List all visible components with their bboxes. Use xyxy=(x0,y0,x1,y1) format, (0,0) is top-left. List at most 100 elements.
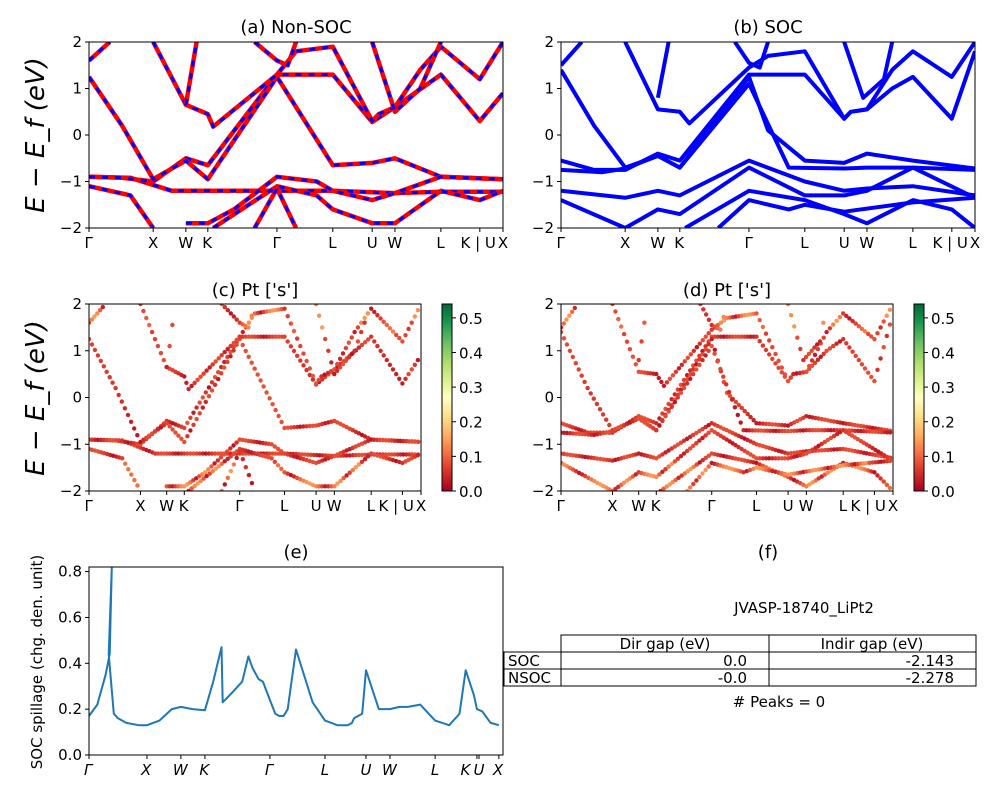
projection-point xyxy=(754,456,759,461)
projection-point xyxy=(561,325,564,330)
projection-point xyxy=(706,464,711,469)
projection-point xyxy=(803,354,809,360)
projection-point xyxy=(694,478,699,483)
projection-point xyxy=(225,456,230,461)
projection-point xyxy=(672,459,677,464)
projection-point xyxy=(721,374,726,379)
projection-point xyxy=(872,470,877,475)
projection-point xyxy=(412,314,417,319)
projection-point xyxy=(866,331,871,337)
projection-point xyxy=(636,357,641,363)
x-tick-label: X xyxy=(970,234,980,252)
table-header-dir-gap: Dir gap (eV) xyxy=(620,635,711,653)
colorbar-tick-label: 0.3 xyxy=(459,379,483,397)
x-tick-label: K xyxy=(199,761,210,779)
projection-point xyxy=(246,354,251,359)
projection-point xyxy=(748,414,753,420)
projection-point xyxy=(282,306,287,311)
projection-point xyxy=(706,430,711,435)
projection-point xyxy=(809,348,814,353)
projection-point xyxy=(285,314,290,319)
projection-point xyxy=(779,365,784,370)
projection-point xyxy=(604,417,609,422)
projection-point xyxy=(691,371,696,377)
projection-point xyxy=(195,377,200,382)
x-tick-label: K | U xyxy=(461,234,496,252)
projection-point xyxy=(182,425,187,431)
projection-point xyxy=(703,334,708,339)
projection-point xyxy=(607,487,612,491)
projection-point xyxy=(182,451,187,456)
projection-point xyxy=(718,320,724,325)
projection-point xyxy=(872,378,877,384)
x-tick-label: K xyxy=(179,497,190,515)
projection-point xyxy=(613,309,618,314)
band-line xyxy=(561,42,584,67)
x-tick-label: Γ xyxy=(84,761,94,779)
projection-point xyxy=(355,325,361,330)
projection-point xyxy=(812,352,818,357)
projection-point xyxy=(676,475,681,480)
projection-point xyxy=(222,459,227,464)
projection-point xyxy=(141,308,146,314)
projection-point xyxy=(684,448,690,454)
projection-point xyxy=(343,345,349,351)
projection-point xyxy=(372,309,377,315)
projection-point xyxy=(352,329,357,335)
x-tick-label: W xyxy=(327,497,342,515)
projection-point xyxy=(810,428,815,433)
projection-point xyxy=(210,362,215,367)
panel-d-marks xyxy=(561,304,893,491)
band-line xyxy=(211,183,503,228)
projection-point xyxy=(706,317,712,322)
projection-point xyxy=(246,320,252,325)
band-line-overlay xyxy=(89,42,111,62)
projection-point xyxy=(356,345,362,350)
projection-point xyxy=(365,454,371,459)
projection-point xyxy=(782,456,788,461)
projection-point xyxy=(89,336,92,342)
projection-point xyxy=(397,335,402,341)
y-tick-label: −2 xyxy=(532,219,554,237)
projection-point xyxy=(185,434,190,439)
projection-point xyxy=(138,304,143,307)
projection-point xyxy=(285,425,290,430)
y-tick-label: 2 xyxy=(72,295,82,313)
projection-point xyxy=(770,345,775,350)
projection-point xyxy=(697,362,702,367)
projection-point xyxy=(763,456,769,461)
projection-point xyxy=(624,339,630,344)
projection-point xyxy=(688,446,693,451)
projection-point xyxy=(243,465,248,470)
projection-point xyxy=(697,474,702,480)
projection-point xyxy=(670,373,676,378)
projection-point xyxy=(751,418,756,423)
projection-point xyxy=(767,338,772,343)
y-tick-label: 2 xyxy=(544,295,554,313)
projection-point xyxy=(844,313,849,319)
projection-point xyxy=(788,375,793,380)
projection-point xyxy=(212,451,218,456)
y-tick-label: 2 xyxy=(72,33,82,51)
projection-point xyxy=(100,304,106,310)
projection-point xyxy=(887,458,893,464)
x-tick-label: U xyxy=(474,761,485,779)
y-tick-label: −2 xyxy=(532,482,554,500)
projection-point xyxy=(669,461,674,467)
projection-point xyxy=(694,345,699,350)
y-tick-label: −2 xyxy=(60,482,82,500)
projection-point xyxy=(95,353,101,358)
projection-point xyxy=(184,380,189,385)
projection-point xyxy=(359,329,364,335)
projection-point xyxy=(198,374,203,379)
projection-point xyxy=(375,343,380,349)
projection-point xyxy=(639,339,644,344)
spillage-line xyxy=(89,567,500,727)
panel-b-marks xyxy=(561,42,975,228)
projection-point xyxy=(344,473,349,478)
projection-point xyxy=(209,464,214,469)
projection-point xyxy=(249,360,254,365)
projection-point xyxy=(291,328,297,334)
